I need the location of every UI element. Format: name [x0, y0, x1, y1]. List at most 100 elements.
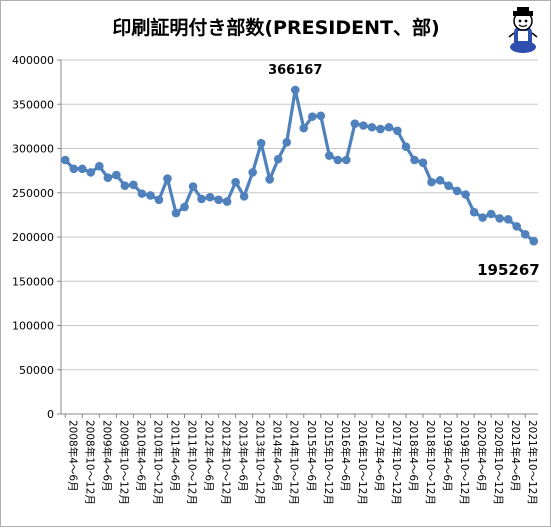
data-point	[342, 155, 351, 165]
data-point	[316, 111, 326, 121]
data-point	[333, 155, 343, 165]
data-point	[376, 124, 385, 134]
data-point	[367, 122, 377, 132]
data-point	[350, 119, 360, 129]
data-point	[529, 236, 539, 246]
y-tick-label: 0	[47, 408, 54, 421]
x-tick-label: 2013年4～6月	[237, 420, 250, 492]
data-point	[495, 214, 504, 223]
data-point	[205, 192, 215, 202]
y-tick-label: 50000	[19, 364, 54, 377]
x-tick-label: 2010年10～12月	[151, 420, 164, 505]
data-point	[239, 191, 249, 201]
x-tick-label: 2020年10～12月	[492, 420, 505, 505]
data-point	[146, 191, 155, 200]
data-point	[461, 190, 470, 199]
series-line-path	[64, 88, 535, 243]
x-axis: 2008年4～6月 2008年10～12月 2009年4～6月 2009年10～12月…	[61, 413, 539, 505]
x-tick-label: 2019年10～12月	[458, 420, 471, 505]
data-point	[214, 195, 223, 205]
data-point	[512, 222, 522, 231]
data-point	[299, 123, 309, 133]
x-tick-label: 2014年4～6月	[271, 420, 284, 492]
x-tick-label: 2013年10～12月	[254, 420, 267, 505]
y-tick-label: 350000	[12, 98, 54, 111]
data-point	[359, 121, 368, 130]
y-tick-label: 150000	[12, 275, 54, 288]
x-tick-label: 2016年4～6月	[339, 420, 352, 492]
y-tick-label: 400000	[12, 54, 54, 67]
data-point	[393, 126, 402, 136]
data-point	[197, 194, 206, 204]
data-point	[222, 197, 232, 206]
x-tick-label: 2021年4～6月	[509, 420, 522, 492]
x-tick-label: 2012年10～12月	[220, 420, 233, 505]
data-point	[427, 177, 436, 187]
y-tick-label: 300000	[12, 143, 54, 156]
data-point	[103, 173, 113, 183]
data-point	[231, 177, 240, 187]
chart-title: 印刷証明付き部数(PRESIDENT、部)	[112, 16, 439, 39]
data-point	[435, 176, 445, 185]
x-tick-label: 2015年10～12月	[322, 420, 335, 505]
data-point	[256, 138, 266, 148]
data-point	[265, 175, 274, 184]
data-point	[401, 142, 411, 152]
data-point	[282, 138, 292, 147]
x-tick-label: 2019年4～6月	[441, 420, 454, 492]
data-point	[171, 208, 181, 218]
data-point	[384, 122, 394, 132]
data-point	[69, 164, 79, 174]
data-point	[248, 168, 257, 177]
data-point	[112, 170, 121, 180]
data-label: 195267	[477, 261, 540, 279]
x-tick-label: 2010年4～6月	[134, 420, 147, 492]
data-point	[188, 182, 198, 191]
y-tick-label: 200000	[12, 231, 54, 244]
x-tick-label: 2017年10～12月	[390, 420, 403, 505]
x-tick-label: 2016年10～12月	[356, 420, 369, 505]
data-point	[452, 186, 462, 196]
x-tick-label: 2015年4～6月	[305, 420, 318, 492]
data-point	[163, 174, 172, 183]
data-point	[290, 85, 300, 95]
x-tick-label: 2009年4～6月	[100, 420, 113, 492]
data-point	[60, 155, 70, 165]
data-point	[410, 155, 419, 165]
mascot-logo-icon	[508, 7, 538, 53]
x-tick-label: 2011年10～12月	[186, 420, 199, 505]
data-point	[418, 158, 428, 167]
data-point	[86, 168, 96, 177]
data-point	[520, 230, 530, 239]
x-tick-label: 2008年10～12月	[83, 420, 96, 505]
data-point	[307, 112, 317, 121]
series-markers	[60, 85, 539, 246]
data-labels: 366167 195267	[268, 63, 540, 279]
x-tick-label: 2020年4～6月	[475, 420, 488, 492]
data-point	[137, 189, 147, 198]
data-point	[273, 154, 283, 164]
x-tick-label: 2009年10～12月	[117, 420, 130, 505]
series-line	[64, 88, 535, 243]
x-tick-label: 2018年4～6月	[407, 420, 420, 492]
x-tick-label: 2014年10～12月	[288, 420, 301, 505]
data-point	[95, 161, 104, 171]
x-tick-label: 2021年10～12月	[526, 420, 539, 505]
data-point	[129, 180, 138, 190]
y-axis: 0 50000 100000 150000 200000 250000 300000 3500…	[12, 54, 62, 421]
y-tick-label: 100000	[12, 320, 54, 333]
data-point	[478, 213, 487, 222]
x-tick-label: 2008年4～6月	[66, 420, 79, 492]
data-point	[469, 207, 479, 217]
data-point	[325, 151, 334, 160]
data-label: 366167	[268, 63, 322, 78]
x-tick-label: 2011年4～6月	[168, 420, 181, 492]
x-tick-label: 2017年4～6月	[373, 420, 386, 492]
data-point	[444, 181, 453, 190]
data-point	[503, 215, 513, 224]
data-point	[154, 195, 164, 205]
x-tick-label: 2018年10～12月	[424, 420, 437, 505]
data-point	[77, 164, 87, 174]
